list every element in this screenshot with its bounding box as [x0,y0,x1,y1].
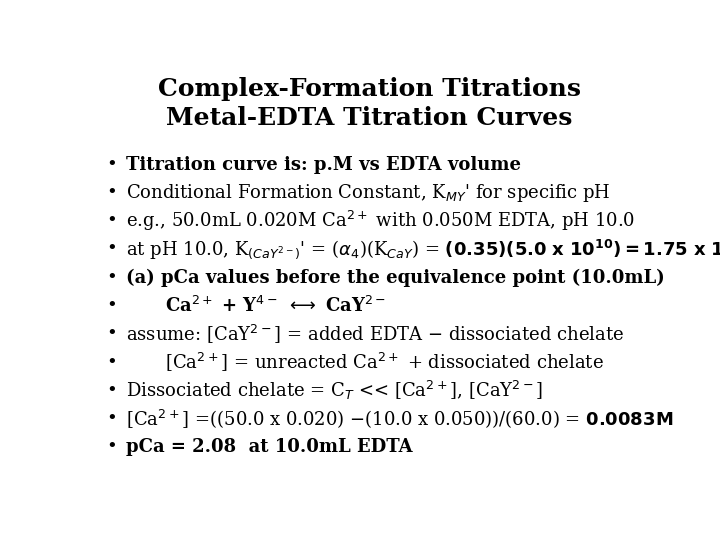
Text: Ca$^{2+}$ + Y$^{4-}$ $\longleftrightarrow$ CaY$^{2-}$: Ca$^{2+}$ + Y$^{4-}$ $\longleftrightarro… [166,296,386,316]
Text: •: • [107,354,117,372]
Text: •: • [107,382,117,400]
Text: Dissociated chelate = C$_T$ << [Ca$^{2+}$], [CaY$^{2-}$]: Dissociated chelate = C$_T$ << [Ca$^{2+}… [126,379,544,402]
Text: •: • [107,325,117,343]
Text: at pH 10.0, K$_{(CaY^{2-})}$' = ($\alpha$$_4$)(K$_{CaY}$) = $\bf{(0.35)(5.0\ x\ : at pH 10.0, K$_{(CaY^{2-})}$' = ($\alpha… [126,238,720,261]
Text: •: • [107,156,117,173]
Text: •: • [107,297,117,315]
Text: Conditional Formation Constant, K$_{MY}$' for specific pH: Conditional Formation Constant, K$_{MY}$… [126,182,611,204]
Text: •: • [107,438,117,456]
Text: [Ca$^{2+}$] =((50.0 x 0.020) $-$(10.0 x 0.050))/(60.0) = $\bf{0.0083M}$: [Ca$^{2+}$] =((50.0 x 0.020) $-$(10.0 x … [126,408,673,430]
Text: Complex-Formation Titrations
Metal-EDTA Titration Curves: Complex-Formation Titrations Metal-EDTA … [158,77,580,130]
Text: pCa = 2.08  at 10.0mL EDTA: pCa = 2.08 at 10.0mL EDTA [126,438,413,456]
Text: •: • [107,212,117,230]
Text: •: • [107,269,117,287]
Text: •: • [107,410,117,428]
Text: Titration curve is: p.M vs EDTA volume: Titration curve is: p.M vs EDTA volume [126,156,521,173]
Text: [Ca$^{2+}$] = unreacted Ca$^{2+}$ + dissociated chelate: [Ca$^{2+}$] = unreacted Ca$^{2+}$ + diss… [166,351,604,374]
Text: (a) pCa values before the equivalence point (10.0mL): (a) pCa values before the equivalence po… [126,268,665,287]
Text: assume: [CaY$^{2-}$] = added EDTA $-$ dissociated chelate: assume: [CaY$^{2-}$] = added EDTA $-$ di… [126,323,624,346]
Text: •: • [107,240,117,259]
Text: •: • [107,184,117,202]
Text: e.g., 50.0mL 0.020M Ca$^{2+}$ with 0.050M EDTA, pH 10.0: e.g., 50.0mL 0.020M Ca$^{2+}$ with 0.050… [126,209,636,233]
